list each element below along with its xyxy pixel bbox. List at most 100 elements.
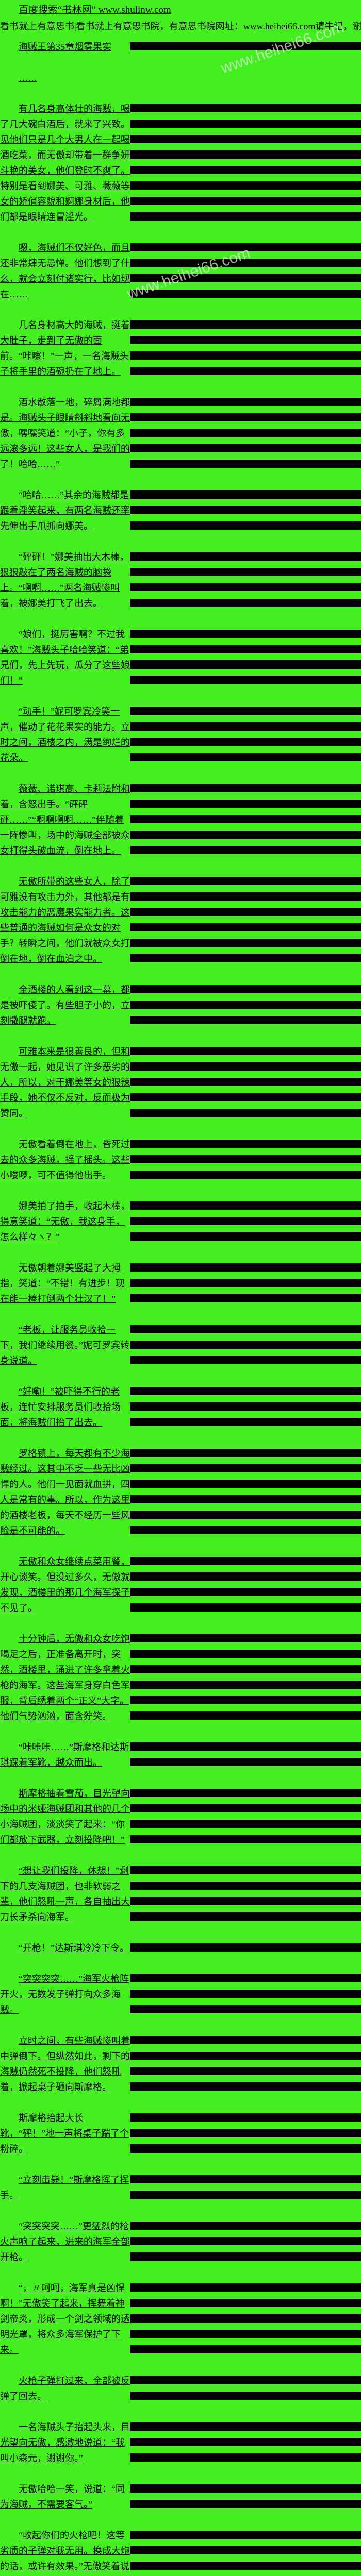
paragraph-text: 斯摩格抬起大长靴，“砰！”地一声将桌子踹了个粉碎。	[0, 2113, 129, 2154]
redaction-bars	[130, 1863, 361, 1925]
redaction-bars	[130, 1554, 361, 1616]
paragraph-text: 罗格镇上，每天都有不少海贼经过。这其中不乏一些无比凶悍的人。他们一见面就血拼，四…	[0, 1448, 130, 1536]
redaction-bars	[130, 1322, 361, 1368]
redaction-bars	[130, 317, 361, 379]
paragraph-text: 几名身材高大的海贼，挺着大肚子，走到了无傲的面前。“咔嚓！”一声，一名海贼头子将…	[0, 320, 130, 377]
paragraph-text: 一名海贼头子抬起头来，目光望向无傲，感激地说道：“我叫小森元，谢谢你。”	[0, 2422, 130, 2463]
redaction-bars	[130, 626, 361, 688]
paragraph-text: “娘们，挺厉害啊？不过我喜欢！”海贼头子哈哈笑道：“弟兄们，先上先玩，瓜分了这些…	[0, 629, 130, 686]
paragraph-text: “突突突突……”更猛烈的枪火声响了起来，进来的海军全部开枪。	[0, 2221, 130, 2262]
redaction-bars	[130, 395, 361, 472]
redaction-bars	[130, 1198, 361, 1245]
paragraph-text: “老板，让服务员收拾一下，我们继续用餐。”妮可罗宾转身说道。	[0, 1325, 129, 1366]
paragraph-text: 十分钟后，无傲和众女吃饱喝足之后，正准备离开时，突然，酒楼里，涌进了许多拿着火枪…	[0, 1634, 130, 1721]
paragraph-text: 立时之间，有些海贼惨叫着中弹倒下。但纵然如此，剩下的海贼仍然死不投降，他们怒吼着…	[0, 2036, 130, 2092]
paragraph-text: “开枪！”达斯琪冷冷下令。	[19, 1943, 129, 1953]
paragraph-row: “收起你们的火枪吧！这等劣质的子弹对我无用。换成大炮的话，或许有效果。”无傲笑着…	[0, 2528, 361, 2576]
paragraph-text: ……	[19, 73, 37, 83]
paragraph-text: “哈哈……”其余的海贼都是跟着淫笑起来，有两名海贼还率先伸出手爪抓向娜美。	[0, 490, 130, 531]
paragraph-row: “娘们，挺厉害啊？不过我喜欢！”海贼头子哈哈笑道：“弟兄们，先上先玩，瓜分了这些…	[0, 626, 361, 688]
header-promo-shulinw: 百度搜索“书林网” www.shulinw.com	[19, 5, 171, 15]
redaction-bars	[130, 1446, 361, 1538]
redaction-bars	[130, 2481, 361, 2512]
redaction-bars	[130, 781, 361, 858]
paragraph-row: 一名海贼头子抬起头来，目光望向无傲，感激地说道：“我叫小森元，谢谢你。”	[0, 2419, 361, 2466]
redaction-bars	[130, 2110, 361, 2157]
redaction-bars	[130, 1631, 361, 1724]
redaction-bars	[130, 70, 361, 86]
paragraph-row: “哈哈……”其余的海贼都是跟着淫笑起来，有两名海贼还率先伸出手爪抓向娜美。	[0, 487, 361, 534]
paragraph-row: 嗯，海贼们不仅好色，而且还非常肆无忌惮。他们想到了什么，就会立刻付诸实行，比如现…	[0, 240, 361, 302]
paragraph-list: …… 有几名身高体壮的海贼，喝了几大碗白酒后，就来了兴致。见他们只是几个大男人在…	[0, 70, 361, 2576]
header-promo-heihei: 看书就上有意思书|看书就上有意思书院，有意思书院网址：www.heihei66.…	[0, 21, 361, 31]
redaction-bars	[130, 1260, 361, 1307]
paragraph-row: “砰砰！”娜美抽出大木棒，狠狠敲在了两名海贼的脑袋上。“啊啊……”两名海贼惨叫着…	[0, 549, 361, 611]
paragraph-text: 火枪子弹打过来，全部被反弹了回去。	[0, 2376, 130, 2401]
redaction-bars	[130, 1739, 361, 1770]
paragraph-text: “立刻击毙！”斯摩格挥了挥手。	[0, 2175, 129, 2200]
redaction-bars	[130, 2172, 361, 2203]
paragraph-text: 斯摩格抽着雪茄，目光望向场中的米娅海贼团和其他的几个小海贼团，淡淡笑了起来：“你…	[0, 1788, 130, 1845]
paragraph-row: 斯摩格抽着雪茄，目光望向场中的米娅海贼团和其他的几个小海贼团，淡淡笑了起来：“你…	[0, 1786, 361, 1848]
page-header: 百度搜索“书林网” www.shulinw.com 看书就上有意思书|看书就上有…	[0, 0, 361, 33]
paragraph-text: “，〃呵呵，海军真是凶悍啊！”无傲笑了起来，挥舞着神剑帝炎，形成一个剑之领域的透…	[0, 2283, 130, 2355]
paragraph-text: 无傲哈哈一笑，说道：“同为海贼，不需要客气。”	[0, 2484, 125, 2510]
paragraph-row: 无傲和众女继续点菜用餐，开心谈笑。但没过多久，无傲就发现，酒楼里的那几个海军探子…	[0, 1554, 361, 1616]
paragraph-text: “突突突突……”海军火枪阵开火，无数发子弹打向众多海贼。	[0, 1974, 129, 2015]
paragraph-text: 有几名身高体壮的海贼，喝了几大碗白酒后，就来了兴致。见他们只是几个大男人在一起喝…	[0, 104, 130, 222]
redaction-bars	[130, 2280, 361, 2358]
redaction-bars	[130, 1786, 361, 1848]
chapter-title-link[interactable]: 海贼王第35章烟雾果实	[19, 42, 111, 52]
paragraph-row: 斯摩格抬起大长靴，“砰！”地一声将桌子踹了个粉碎。	[0, 2110, 361, 2157]
paragraph-row: 娜美拍了拍手，收起木棒，得意笑道：“无傲，我这身手，怎么样々ヽ？”	[0, 1198, 361, 1245]
redaction-bars	[130, 2528, 361, 2576]
paragraph-row: “好嘞！”被吓得不行的老板，连忙安排服务员们收拾场面，将海贼们抬了出去。	[0, 1384, 361, 1430]
redaction-bars	[130, 1044, 361, 1121]
paragraph-row: 薇薇、诺琪高、卡莉法附和着，含怒出手。“砰砰砰……”“啊啊啊啊……”伴随着一阵惨…	[0, 781, 361, 858]
paragraph-row: “开枪！”达斯琪冷冷下令。	[0, 1940, 361, 1956]
paragraph-row: 罗格镇上，每天都有不少海贼经过。这其中不乏一些无比凶悍的人。他们一见面就血拼，四…	[0, 1446, 361, 1538]
redaction-bars	[130, 874, 361, 967]
paragraph-row: 无傲所带的这些女人，除了可雅没有攻击力外，其他都是有攻击能力的恶魔果实能力者。这…	[0, 874, 361, 967]
redaction-bars	[130, 1384, 361, 1430]
paragraph-row: 火枪子弹打过来，全部被反弹了回去。	[0, 2373, 361, 2404]
redaction-bars	[130, 2033, 361, 2095]
paragraph-row: 无傲哈哈一笑，说道：“同为海贼，不需要客气。”	[0, 2481, 361, 2512]
redaction-bars	[130, 240, 361, 302]
paragraph-row: 有几名身高体壮的海贼，喝了几大碗白酒后，就来了兴致。见他们只是几个大男人在一起喝…	[0, 101, 361, 225]
paragraph-text: 可雅本来是很善良的，但和无傲一起，她见识了许多恶劣的人，所以，对于娜美等女的狠辣…	[0, 1046, 130, 1118]
paragraph-text: 无傲所带的这些女人，除了可雅没有攻击力外，其他都是有攻击能力的恶魔果实能力者。这…	[0, 876, 130, 964]
paragraph-text: “咔咔咔……”斯摩格和达斯琪踩着军靴，越众而出。	[0, 1742, 129, 1768]
paragraph-row: “立刻击毙！”斯摩格挥了挥手。	[0, 2172, 361, 2203]
paragraph-text: 无傲朝着娜美竖起了大拇指，笑道：“不错！有进步！现在能一棒打倒两个壮汉了！”	[0, 1263, 125, 1304]
redaction-bars	[130, 549, 361, 611]
paragraph-row: ……	[0, 70, 361, 86]
paragraph-text: “好嘞！”被吓得不行的老板，连忙安排服务员们收拾场面，将海贼们抬了出去。	[0, 1386, 121, 1428]
redaction-bars	[130, 2373, 361, 2404]
paragraph-row: “动手！”妮可罗宾冷笑一声，催动了花花果实的能力。立时之间，酒楼之内，满是绚烂的…	[0, 704, 361, 766]
paragraph-row: 几名身材高大的海贼，挺着大肚子，走到了无傲的面前。“咔嚓！”一声，一名海贼头子将…	[0, 317, 361, 379]
paragraph-text: “收起你们的火枪吧！这等劣质的子弹对我无用。换成大炮的话，或许有效果。”无傲笑着…	[0, 2530, 130, 2571]
paragraph-row: 立时之间，有些海贼惨叫着中弹倒下。但纵然如此，剩下的海贼仍然死不投降，他们怒吼着…	[0, 2033, 361, 2095]
paragraph-row: 无傲看着倒在地上，昏死过去的众多海贼，摇了摇头。这些小喽啰，可不值得他出手。	[0, 1137, 361, 1183]
redaction-bars	[130, 1971, 361, 2018]
paragraph-row: 可雅本来是很善良的，但和无傲一起，她见识了许多恶劣的人，所以，对于娜美等女的狠辣…	[0, 1044, 361, 1121]
paragraph-row: 全酒楼的人看到这一幕，都是被吓傻了。有些胆子小的，立刻撒腿就跑。	[0, 982, 361, 1028]
paragraph-row: “突突突突……”更猛烈的枪火声响了起来，进来的海军全部开枪。	[0, 2218, 361, 2265]
paragraph-row: 酒水散落一地，碎屑满地都是。海贼头子眼睛斜斜地看向无傲，嘿嘿笑道：“小子，你有多…	[0, 395, 361, 472]
paragraph-text: 无傲和众女继续点菜用餐，开心谈笑。但没过多久，无傲就发现，酒楼里的那几个海军探子…	[0, 1556, 130, 1613]
paragraph-row: “咔咔咔……”斯摩格和达斯琪踩着军靴，越众而出。	[0, 1739, 361, 1770]
paragraph-text: 全酒楼的人看到这一幕，都是被吓傻了。有些胆子小的，立刻撒腿就跑。	[0, 985, 130, 1026]
redaction-bars	[130, 2419, 361, 2466]
paragraph-text: “想让我们投降，休想！”剩下的几支海贼团，也非软弱之辈，他们怒吼一声，各自抽出大…	[0, 1866, 130, 1922]
chapter-content: 海贼王第35章烟雾果实 …… 有几名身高体壮的海贼，喝了几大碗白酒后，就来了兴致…	[0, 39, 361, 2576]
redaction-bars	[130, 2218, 361, 2265]
paragraph-row: “想让我们投降，休想！”剩下的几支海贼团，也非软弱之辈，他们怒吼一声，各自抽出大…	[0, 1863, 361, 1925]
paragraph-row: 无傲朝着娜美竖起了大拇指，笑道：“不错！有进步！现在能一棒打倒两个壮汉了！”	[0, 1260, 361, 1307]
chapter-title-row: 海贼王第35章烟雾果实	[0, 39, 361, 55]
redaction-bars	[130, 39, 361, 55]
redaction-bars	[130, 1137, 361, 1183]
redaction-bars	[130, 982, 361, 1028]
redaction-bars	[130, 1940, 361, 1956]
